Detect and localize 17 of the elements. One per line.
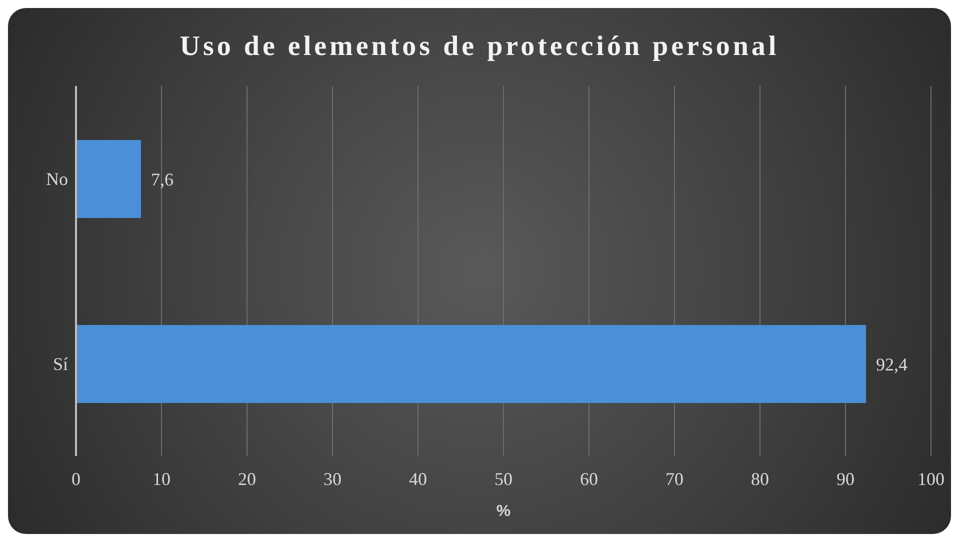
y-tick-label: Sí	[52, 354, 68, 374]
y-tick-label: No	[46, 168, 68, 189]
x-tick-label: 0	[72, 468, 80, 489]
x-axis-title: %	[496, 503, 511, 520]
x-tick-label: 50	[494, 468, 512, 489]
data-label: 92,4	[876, 354, 908, 374]
chart-title: Uso de elementos de protección personal	[178, 30, 780, 64]
x-tick-label: 40	[409, 468, 427, 489]
x-tick-label: 100	[918, 468, 944, 489]
x-tick-label: 90	[836, 468, 854, 489]
x-tick-label: 70	[666, 468, 684, 489]
x-tick-label: 80	[751, 468, 769, 489]
x-tick-label: 30	[324, 468, 342, 489]
x-tick-label: 60	[580, 468, 598, 489]
x-tick-label: 20	[238, 468, 256, 489]
x-tick-label: 10	[152, 468, 170, 489]
data-label: 7,6	[150, 169, 174, 190]
